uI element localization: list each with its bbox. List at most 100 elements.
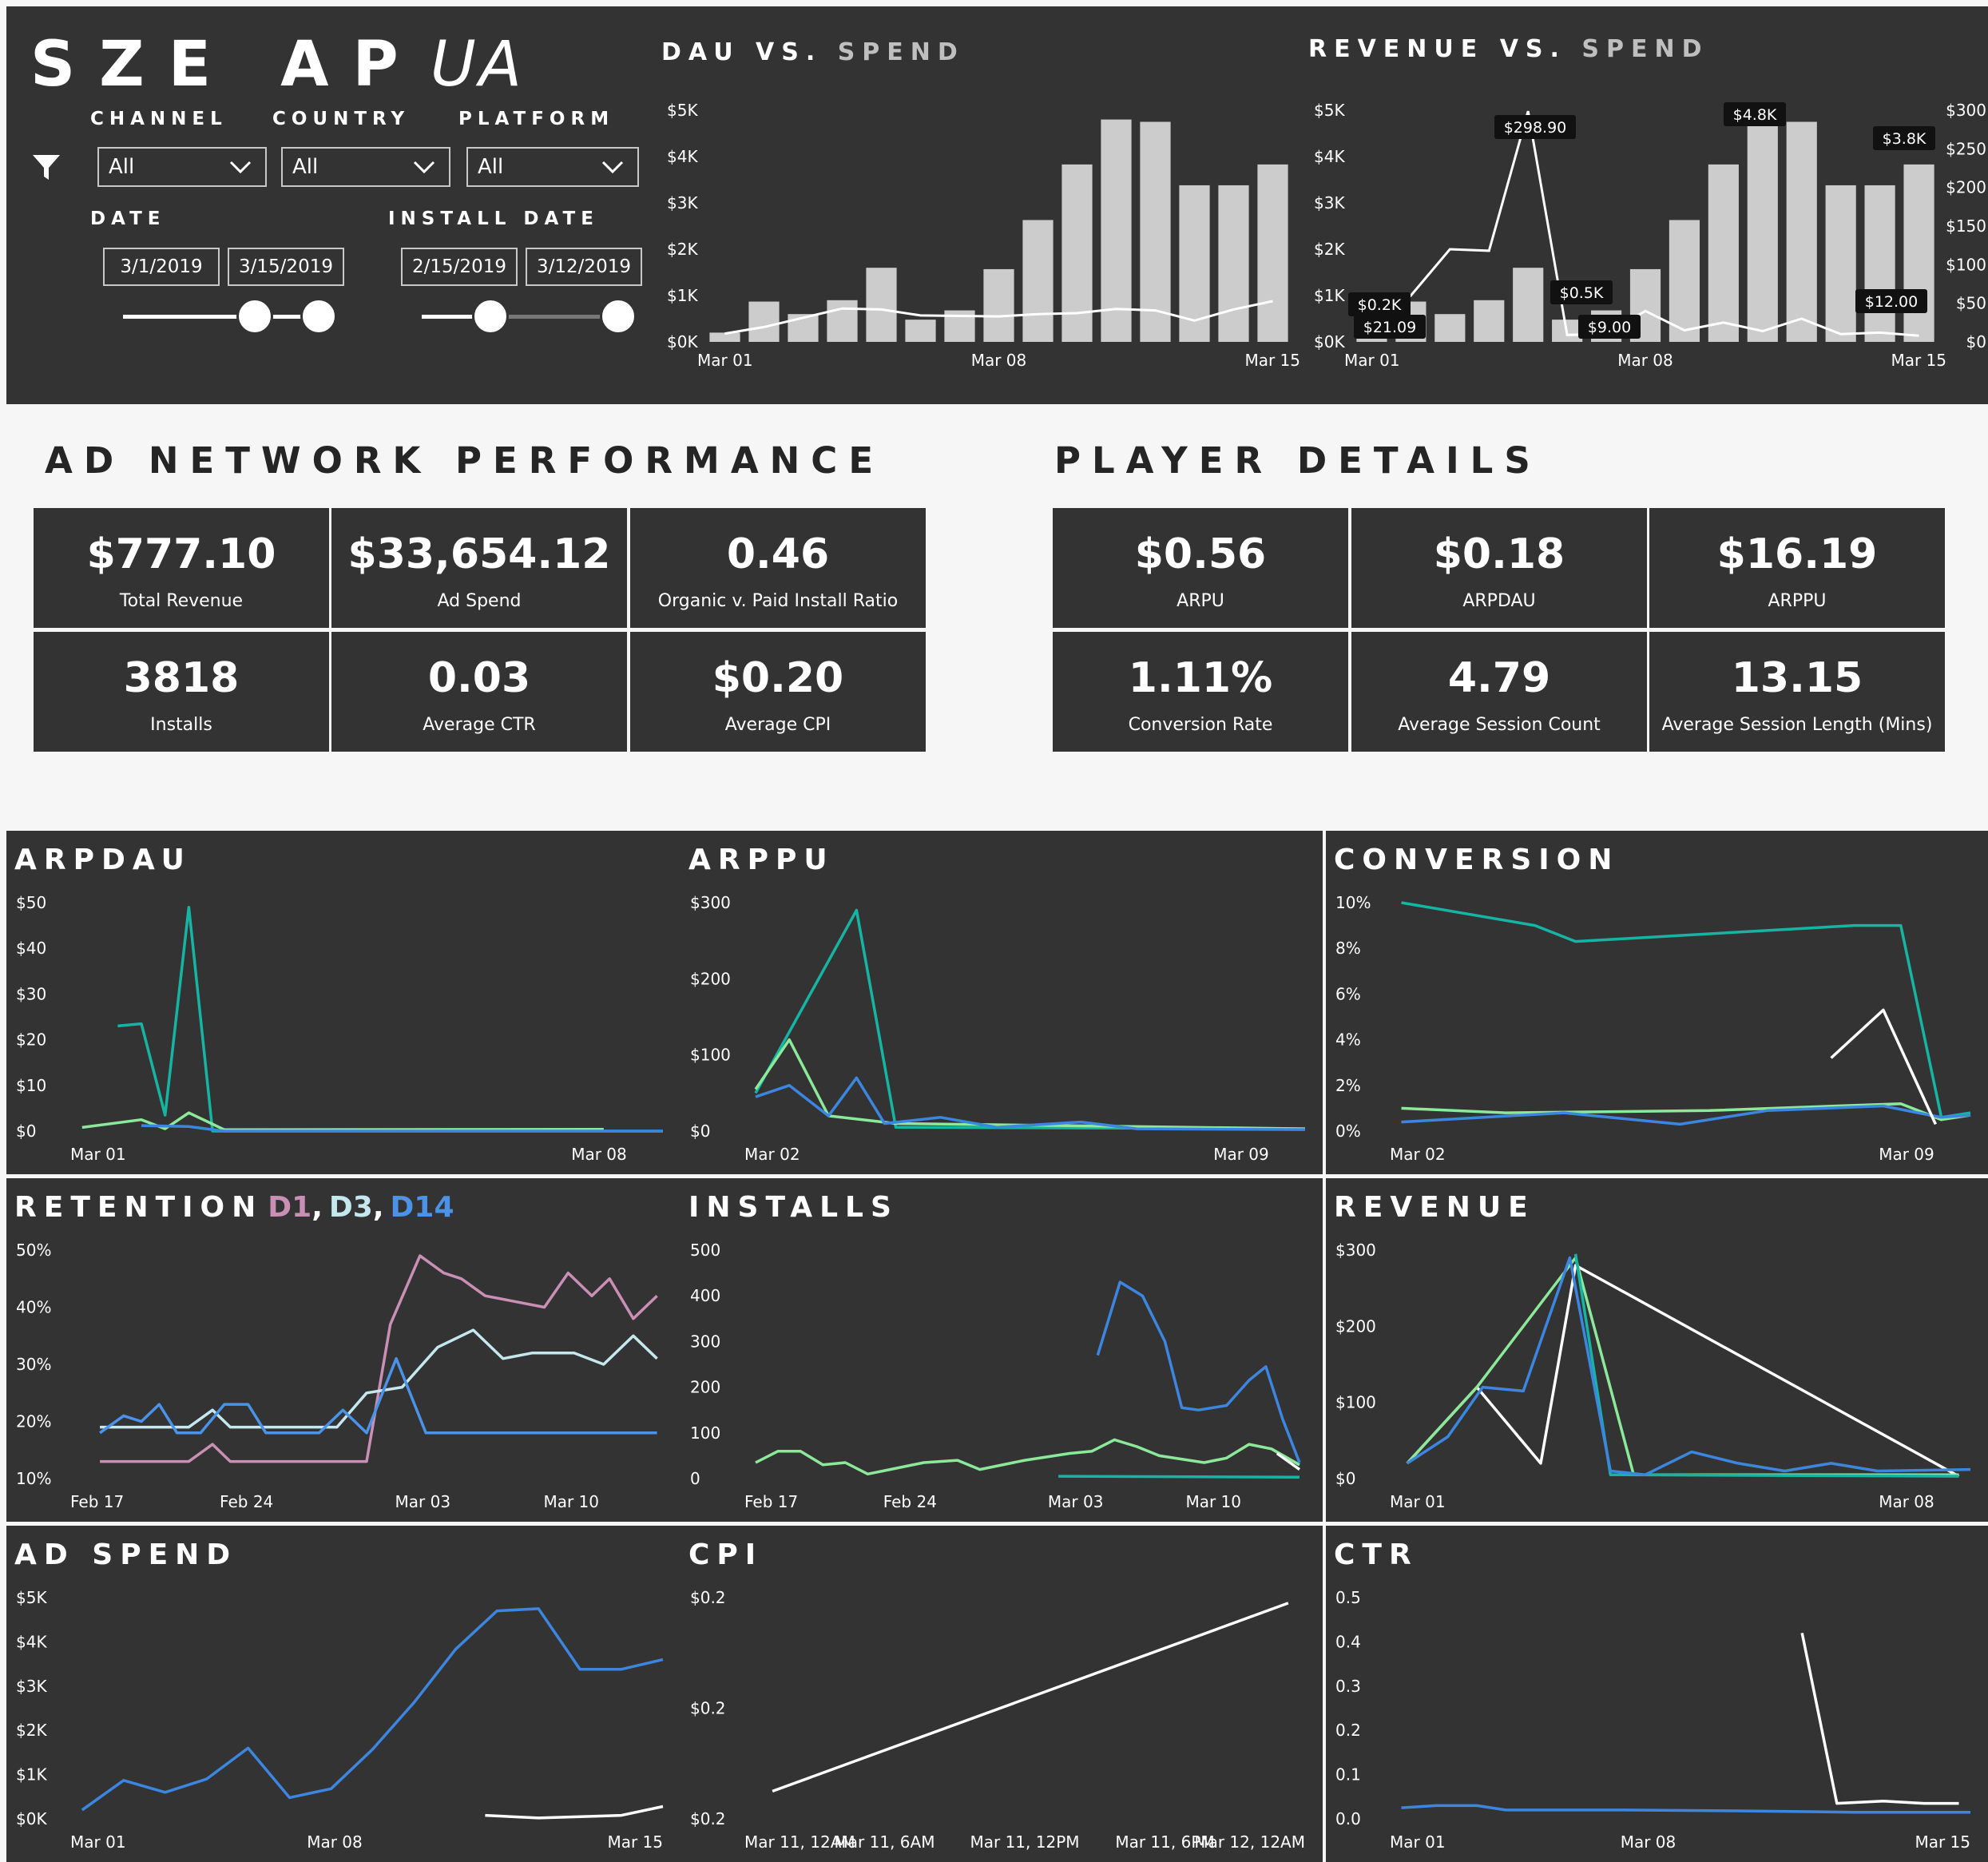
y-tick-label: $0K (1314, 332, 1345, 351)
y-tick-label: $0 (1335, 1469, 1355, 1488)
chevron-down-icon (601, 161, 624, 174)
series-line-blue (1096, 1280, 1301, 1463)
x-tick-label: Mar 01 (697, 351, 753, 370)
spend-bar (1101, 119, 1132, 342)
ad-network-kpi-tile: 0.46 Organic v. Paid Install Ratio (630, 508, 926, 628)
chevron-down-icon (413, 161, 435, 174)
x-tick-label: Mar 15 (1244, 351, 1300, 370)
data-label: $21.09 (1363, 319, 1416, 336)
spend-bar (1061, 164, 1093, 342)
spend-bar (1179, 185, 1210, 342)
kpi-value: 4.79 (1447, 654, 1551, 702)
spend-bar (866, 268, 897, 342)
series-line-green (1401, 1102, 1971, 1122)
y-tick-label: $5K (667, 101, 698, 120)
install-date-start-input[interactable]: 2/15/2019 (401, 248, 518, 286)
data-label: $4.8K (1733, 106, 1777, 124)
country-dropdown[interactable]: All (281, 147, 450, 187)
kpi-value: $33,654.12 (347, 530, 611, 578)
y2-tick-label: $200 (1946, 178, 1986, 197)
data-label: $9.00 (1588, 319, 1631, 336)
ctr-panel: CTR 0.0 0.1 0.2 0.3 0.4 0.5 Mar 01 Mar 08 Mar 15 (1326, 1526, 1988, 1862)
series-line-teal (1058, 1475, 1300, 1479)
revenue-title: REVENUE (1334, 1191, 1535, 1224)
y-tick-label: 0 (690, 1469, 700, 1488)
install-date-label: INSTALL DATE (388, 208, 599, 229)
installs-chart: 0 100 200 300 400 500 Feb 17 Feb 24 Mar 03 Mar 10 (690, 1241, 1301, 1511)
install-date-slider-end-handle[interactable] (600, 298, 637, 335)
y-tick-label: $0 (16, 1122, 36, 1141)
y-tick-label: 0.4 (1335, 1632, 1361, 1651)
y-tick-label: $10 (16, 1076, 46, 1095)
spend-bar (1903, 164, 1934, 342)
y-tick-label: $0 (690, 1122, 710, 1141)
kpi-value: $777.10 (86, 530, 276, 578)
date-slider-end-handle[interactable] (300, 298, 337, 335)
channel-dropdown[interactable]: All (97, 147, 267, 187)
series-line-teal (754, 908, 1306, 1130)
platform-dropdown[interactable]: All (466, 147, 639, 187)
spend-bar (1708, 164, 1739, 342)
x-tick-label: Feb 24 (220, 1492, 273, 1511)
y-tick-label: $5K (16, 1588, 47, 1607)
spend-bar (1474, 300, 1505, 342)
country-label: COUNTRY (272, 109, 411, 129)
arppu-title: ARPPU (688, 844, 835, 876)
series-line-blue (1401, 1104, 1971, 1126)
report-title-accent: UA (430, 29, 526, 101)
player-details-title: PLAYER DETAILS (1054, 439, 1542, 482)
date-end-input[interactable]: 3/15/2019 (228, 248, 344, 286)
x-tick-label: Mar 01 (1390, 1832, 1446, 1852)
install-date-slider-track[interactable] (422, 315, 479, 319)
date-slider-track[interactable] (123, 315, 323, 319)
kpi-value: $0.20 (712, 654, 844, 702)
date-slider-start-handle[interactable] (236, 298, 273, 335)
y-tick-label: 0.0 (1335, 1809, 1361, 1828)
install-date-slider-start-handle[interactable] (472, 298, 509, 335)
series-line-teal (1573, 1253, 1959, 1478)
filter-icon[interactable] (30, 152, 62, 184)
x-tick-label: Mar 09 (1879, 1145, 1934, 1164)
kpi-label: Total Revenue (119, 591, 244, 611)
y-tick-label: $4K (16, 1632, 47, 1651)
spend-bar (748, 301, 780, 342)
data-label: $298.90 (1504, 119, 1567, 137)
kpi-label: ARPU (1177, 591, 1224, 611)
series-line-green (755, 1438, 1300, 1476)
x-tick-label: Mar 01 (70, 1145, 126, 1164)
install-date-slider-track-inactive (479, 315, 615, 319)
ad-network-kpi-tile: $777.10 Total Revenue (34, 508, 329, 628)
x-tick-label: Mar 08 (1879, 1492, 1934, 1511)
series-line-blue (81, 1607, 664, 1812)
series-line (724, 300, 1273, 335)
y-tick-label: 0.2 (1335, 1721, 1361, 1740)
kpi-value: 0.46 (726, 530, 830, 578)
y-tick-label: $300 (690, 893, 731, 912)
spend-bar (1669, 220, 1700, 342)
x-tick-label: Mar 10 (543, 1492, 599, 1511)
series-line-d3 (100, 1328, 658, 1429)
series-line-white (485, 1804, 664, 1820)
y-tick-label: $1K (16, 1765, 47, 1785)
spend-bar (1864, 185, 1895, 342)
y-tick-label: 300 (690, 1332, 720, 1351)
x-tick-label: Mar 08 (1617, 351, 1673, 370)
y2-tick-label: $300 (1946, 101, 1986, 120)
player-details-kpi-tile: 1.11% Conversion Rate (1053, 632, 1348, 752)
y2-tick-label: $0 (1966, 332, 1986, 351)
x-tick-label: Mar 03 (1048, 1492, 1104, 1511)
y-tick-label: 10% (1335, 893, 1371, 912)
legend-d3: D3 (328, 1191, 373, 1224)
kpi-label: Average CTR (423, 715, 536, 735)
y2-tick-label: $100 (1946, 255, 1986, 274)
y-tick-label: 0.3 (1335, 1677, 1361, 1696)
series-line-green (1406, 1256, 1959, 1476)
series-line-teal (1401, 901, 1971, 1119)
data-label: $12.00 (1865, 293, 1918, 311)
data-label-bg (1550, 280, 1613, 304)
install-date-end-input[interactable]: 3/12/2019 (526, 248, 642, 286)
date-start-input[interactable]: 3/1/2019 (103, 248, 220, 286)
spend-bar (1825, 185, 1856, 342)
y-tick-label: $20 (16, 1030, 46, 1050)
